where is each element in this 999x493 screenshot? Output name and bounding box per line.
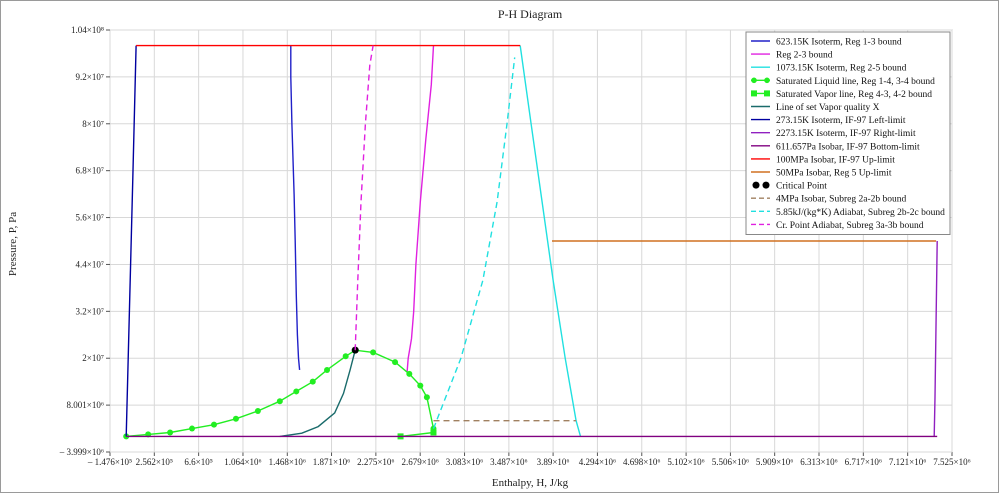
y-tick-label: 2×10⁷ xyxy=(82,353,104,363)
legend-entry: Saturated Vapor line, Reg 4-3, 4-2 bound xyxy=(776,90,932,100)
legend-entry: 1073.15K Isoterm, Reg 2-5 bound xyxy=(776,64,907,74)
x-tick-label: 2.679×10⁶ xyxy=(401,457,438,467)
legend-entry: 50MPa Isobar, Reg 5 Up-limit xyxy=(776,169,892,179)
data-point xyxy=(293,388,300,395)
data-point xyxy=(370,349,377,356)
x-tick-label: 6.717×10⁶ xyxy=(845,457,882,467)
y-tick-label: 3.2×10⁷ xyxy=(76,306,104,316)
legend-entry: 611.657Pa Isobar, IF-97 Bottom-limit xyxy=(776,142,920,152)
y-tick-label: – 3.999×10⁶ xyxy=(59,447,104,457)
legend: 623.15K Isoterm, Reg 1-3 bound Reg 2-3 bo… xyxy=(745,31,951,235)
series-line xyxy=(432,57,516,429)
x-tick-label: 3.487×10⁶ xyxy=(490,457,527,467)
data-point xyxy=(430,429,437,436)
legend-box xyxy=(745,31,951,235)
x-tick-label: 4.698×10⁶ xyxy=(623,457,660,467)
legend-entry: Saturated Liquid line, Reg 1-4, 3-4 boun… xyxy=(776,77,935,87)
data-point xyxy=(342,353,349,360)
x-tick-label: 2.562×10⁵ xyxy=(136,457,173,467)
data-point xyxy=(189,425,196,432)
x-tick-label: 6.6×10⁵ xyxy=(184,457,212,467)
y-axis-label: Pressure, P, Pa xyxy=(7,212,19,276)
legend-marker xyxy=(764,77,770,84)
y-tick-label: 4.4×10⁷ xyxy=(76,259,104,269)
series-line xyxy=(125,45,137,437)
legend-entry: 100MPa Isobar, IF-97 Up-limit xyxy=(776,155,895,165)
x-tick-label: 5.506×10⁶ xyxy=(712,457,749,467)
data-point xyxy=(276,398,283,405)
y-tick-label: 1.04×10⁸ xyxy=(71,25,104,35)
x-tick-label: 7.121×10⁶ xyxy=(889,457,926,467)
legend-marker xyxy=(752,181,760,189)
x-tick-label: 3.89×10⁶ xyxy=(537,457,570,467)
legend-entry: 273.15K Isoterm, IF-97 Left-limit xyxy=(776,115,906,126)
legend-marker xyxy=(762,181,770,189)
data-point xyxy=(210,421,217,428)
x-tick-label: 2.275×10⁶ xyxy=(357,457,394,467)
x-tick-label: 7.525×10⁶ xyxy=(933,457,970,467)
data-point xyxy=(167,429,174,436)
y-tick-label: 8×10⁷ xyxy=(82,119,104,129)
legend-entry: Reg 2-3 bound xyxy=(776,51,833,61)
legend-entry: Critical Point xyxy=(776,182,827,192)
x-axis-label: Enthalpy, H, J/kg xyxy=(492,477,569,489)
legend-marker xyxy=(751,77,757,84)
legend-marker xyxy=(764,90,770,97)
legend-entry: 4MPa Isobar, Subreg 2a-2b bound xyxy=(776,195,906,205)
data-point xyxy=(309,378,316,385)
data-point xyxy=(392,359,399,366)
y-tick-label: 9.2×10⁷ xyxy=(76,72,104,82)
x-tick-label: 5.102×10⁶ xyxy=(667,457,704,467)
x-tick-label: 5.909×10⁶ xyxy=(756,457,793,467)
data-point xyxy=(406,370,413,377)
legend-entry: 2273.15K Isoterm, IF-97 Right-limit xyxy=(776,129,916,139)
y-tick-label: 8.001×10⁶ xyxy=(67,400,104,410)
legend-entry: 5.85kJ/(kg*K) Adiabat, Subreg 2b-2c boun… xyxy=(776,207,945,218)
legend-entry: Cr. Point Adiabat, Subreg 3a-3b bound xyxy=(776,221,924,231)
x-tick-label: 6.313×10⁶ xyxy=(800,457,837,467)
series-line xyxy=(279,350,356,438)
data-point xyxy=(254,407,261,414)
chart-title: P-H Diagram xyxy=(498,7,563,21)
x-tick-label: – 1.476×10⁵ xyxy=(87,457,132,467)
y-tick-label: 5.6×10⁷ xyxy=(76,213,104,223)
series-line xyxy=(406,45,435,372)
data-point xyxy=(423,394,430,401)
x-tick-label: 1.871×10⁶ xyxy=(313,457,350,467)
legend-entry: Line of set Vapor quality X xyxy=(776,102,880,113)
y-tick-label: 6.8×10⁷ xyxy=(76,166,104,176)
series-line xyxy=(933,240,938,437)
data-point xyxy=(324,366,331,373)
data-point xyxy=(232,415,239,422)
data-point xyxy=(417,382,424,389)
legend-entry: 623.15K Isoterm, Reg 1-3 bound xyxy=(776,38,902,48)
legend-marker xyxy=(751,90,757,97)
x-tick-label: 3.083×10⁶ xyxy=(446,457,483,467)
x-tick-label: 1.064×10⁶ xyxy=(224,457,261,467)
x-tick-label: 1.468×10⁶ xyxy=(269,457,306,467)
x-tick-label: 4.294×10⁶ xyxy=(579,457,616,467)
series-line xyxy=(290,45,301,370)
